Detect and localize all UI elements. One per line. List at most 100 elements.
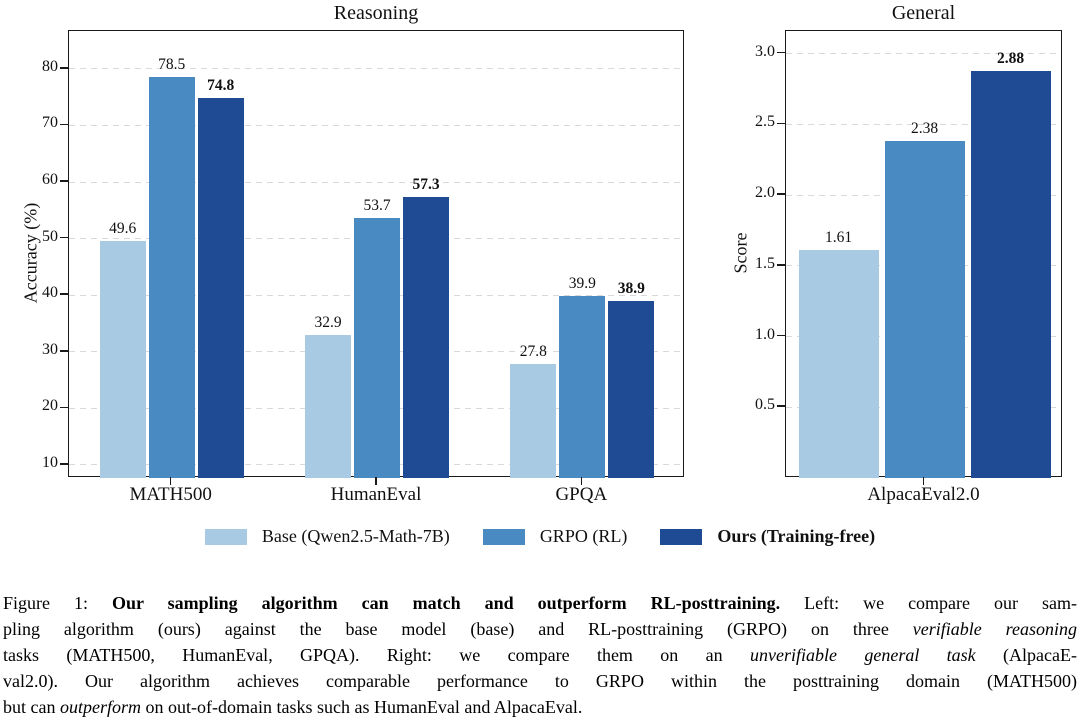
legend: Base (Qwen2.5-Math-7B) GRPO (RL) Ours (Tra… bbox=[0, 526, 1080, 547]
y-tick bbox=[60, 463, 68, 465]
chart-title-general: General bbox=[891, 2, 956, 24]
x-category-label-math500: MATH500 bbox=[129, 484, 212, 505]
bar-alpacaeval2-0-ours-training-free bbox=[970, 70, 1051, 478]
bar-value-label: 27.8 bbox=[519, 343, 547, 361]
y-tick-label: 10 bbox=[42, 453, 58, 471]
legend-label: Base (Qwen2.5-Math-7B) bbox=[261, 526, 450, 546]
y-tick bbox=[777, 122, 785, 125]
legend-item-base-qwen2-5-math-7b: Base (Qwen2.5-Math-7B) bbox=[204, 526, 450, 547]
caption-text-segment: val2.0). Our algorithm achieves comparab… bbox=[3, 671, 1077, 691]
y-tick-label: 0.5 bbox=[755, 396, 775, 414]
y-tick-label: 50 bbox=[42, 227, 58, 245]
plot-area-general: 1.61 2.38 2.88 bbox=[785, 30, 1062, 478]
caption-text-segment: but can bbox=[3, 697, 60, 717]
y-tick bbox=[777, 193, 785, 195]
caption-line: tasks (MATH500, HumanEval, GPQA). Right:… bbox=[3, 642, 1077, 668]
legend-swatch-ours-training-free bbox=[660, 528, 703, 545]
bar-value-label: 39.9 bbox=[568, 274, 596, 292]
plot-area-reasoning: 49.6 78.5 74.8 32.9 53.7 57.3 27.8 39.9 38.9 bbox=[68, 30, 684, 478]
y-tick bbox=[60, 406, 68, 409]
x-category-label-alpacaeval2-0: AlpacaEval2.0 bbox=[867, 484, 980, 505]
y-tick-label: 2.0 bbox=[755, 184, 775, 202]
y-tick-label: 20 bbox=[42, 397, 58, 415]
legend-item-ours-training-free: Ours (Training-free) bbox=[660, 526, 875, 547]
x-tick bbox=[375, 477, 377, 485]
caption-line: but can outperform on out-of-domain task… bbox=[3, 694, 1077, 720]
bar-value-label: 74.8 bbox=[207, 77, 235, 95]
x-category-label-humaneval: HumanEval bbox=[330, 484, 422, 505]
y-tick bbox=[60, 67, 68, 69]
caption-text-segment: Left: we compare our sam- bbox=[780, 593, 1078, 613]
gridline bbox=[69, 181, 683, 183]
y-tick-label: 3.0 bbox=[755, 42, 775, 60]
y-tick bbox=[60, 293, 68, 296]
legend-swatch-grpo-rl bbox=[482, 528, 525, 545]
bar-humaneval-base-qwen2-5-math-7b bbox=[305, 335, 351, 478]
bar-value-label: 1.61 bbox=[824, 229, 853, 247]
y-tick bbox=[777, 405, 785, 408]
caption-text-segment: Figure 1: bbox=[3, 593, 112, 613]
caption-line: pling algorithm (ours) against the base … bbox=[3, 616, 1077, 642]
bar-math500-base-qwen2-5-math-7b bbox=[99, 240, 146, 478]
y-tick-label: 1.5 bbox=[755, 254, 775, 272]
caption-text-segment: unverifiable general task bbox=[750, 645, 976, 665]
bar-alpacaeval2-0-grpo-rl bbox=[884, 141, 965, 478]
bar-gpqa-ours-training-free bbox=[608, 301, 655, 478]
caption-text-segment: tasks (MATH500, HumanEval, GPQA). Right:… bbox=[3, 645, 750, 665]
gridline bbox=[786, 53, 1061, 55]
legend-label: GRPO (RL) bbox=[539, 526, 628, 546]
legend-item-grpo-rl: GRPO (RL) bbox=[482, 526, 628, 547]
gridline bbox=[69, 68, 683, 70]
caption-line: val2.0). Our algorithm achieves comparab… bbox=[3, 668, 1077, 694]
bar-value-label: 38.9 bbox=[617, 280, 645, 298]
bar-gpqa-base-qwen2-5-math-7b bbox=[510, 364, 557, 478]
y-tick-label: 1.0 bbox=[755, 325, 775, 343]
bar-value-label: 2.38 bbox=[910, 120, 939, 138]
caption-text-segment: Our sampling algorithm can match and out… bbox=[111, 593, 781, 613]
bar-humaneval-grpo-rl bbox=[354, 217, 400, 478]
figure-caption: Figure 1: Our sampling algorithm can mat… bbox=[0, 590, 1080, 720]
y-tick-label: 70 bbox=[42, 114, 58, 132]
y-tick bbox=[60, 180, 68, 182]
legend-label: Ours (Training-free) bbox=[717, 526, 876, 546]
caption-line: Figure 1: Our sampling algorithm can mat… bbox=[3, 590, 1077, 616]
bar-value-label: 53.7 bbox=[363, 196, 391, 214]
bar-value-label: 57.3 bbox=[412, 176, 440, 194]
chart-title-reasoning: Reasoning bbox=[333, 2, 419, 24]
bar-math500-ours-training-free bbox=[197, 98, 244, 478]
y-tick bbox=[60, 350, 68, 352]
y-tick-label: 80 bbox=[42, 57, 58, 75]
y-tick-label: 2.5 bbox=[755, 113, 775, 131]
caption-text-segment: pling algorithm (ours) against the base … bbox=[3, 619, 913, 639]
bar-alpacaeval2-0-base-qwen2-5-math-7b bbox=[798, 250, 879, 478]
legend-swatch-base-qwen2-5-math-7b bbox=[204, 528, 247, 545]
gridline bbox=[786, 123, 1061, 125]
x-tick bbox=[169, 477, 172, 485]
bar-math500-grpo-rl bbox=[148, 77, 195, 478]
bar-humaneval-ours-training-free bbox=[403, 197, 449, 478]
y-tick-label: 30 bbox=[42, 340, 58, 358]
caption-text-segment: outperform bbox=[59, 697, 141, 717]
y-tick bbox=[777, 51, 785, 54]
x-tick bbox=[580, 477, 583, 485]
x-tick bbox=[922, 477, 925, 485]
x-category-label-gpqa: GPQA bbox=[555, 484, 608, 505]
caption-text-segment: verifiable reasoning bbox=[912, 619, 1077, 639]
gridline bbox=[69, 124, 683, 126]
y-tick bbox=[60, 123, 68, 126]
bar-gpqa-grpo-rl bbox=[559, 295, 606, 478]
y-tick-label: 40 bbox=[42, 284, 58, 302]
caption-text-segment: (AlpacaE- bbox=[975, 645, 1077, 665]
y-tick bbox=[777, 264, 785, 266]
bar-value-label: 2.88 bbox=[996, 49, 1025, 67]
bar-value-label: 32.9 bbox=[314, 314, 342, 332]
bar-value-label: 78.5 bbox=[158, 56, 186, 74]
caption-text-segment: on out-of-domain tasks such as HumanEval… bbox=[140, 697, 583, 717]
y-tick bbox=[777, 334, 785, 337]
y-tick bbox=[60, 236, 68, 239]
y-tick-label: 60 bbox=[42, 171, 58, 189]
bar-value-label: 49.6 bbox=[109, 219, 137, 237]
